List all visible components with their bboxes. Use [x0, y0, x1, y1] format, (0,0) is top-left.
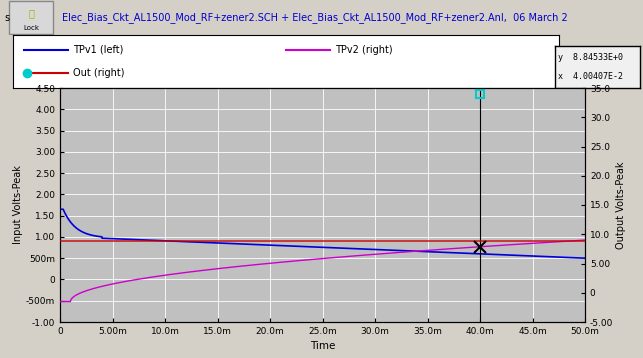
Y-axis label: Output Volts-Peak: Output Volts-Peak	[616, 161, 626, 249]
X-axis label: Time: Time	[310, 342, 335, 352]
Text: Elec_Bias_Ckt_AL1500_Mod_RF+zener2.SCH + Elec_Bias_Ckt_AL1500_Mod_RF+zener2.AnI,: Elec_Bias_Ckt_AL1500_Mod_RF+zener2.SCH +…	[62, 13, 568, 24]
Text: y  8.84533E+0: y 8.84533E+0	[558, 53, 624, 62]
Y-axis label: Input Volts-Peak: Input Volts-Peak	[13, 165, 23, 245]
Text: x  4.00407E-2: x 4.00407E-2	[558, 72, 624, 81]
Text: TPv1 (left): TPv1 (left)	[73, 45, 123, 55]
Text: Out (right): Out (right)	[73, 68, 125, 78]
Text: Lock: Lock	[23, 25, 39, 31]
Text: TPv2 (right): TPv2 (right)	[336, 45, 393, 55]
FancyBboxPatch shape	[9, 1, 53, 34]
Text: 🔒: 🔒	[28, 8, 34, 18]
Text: s: s	[4, 13, 9, 23]
